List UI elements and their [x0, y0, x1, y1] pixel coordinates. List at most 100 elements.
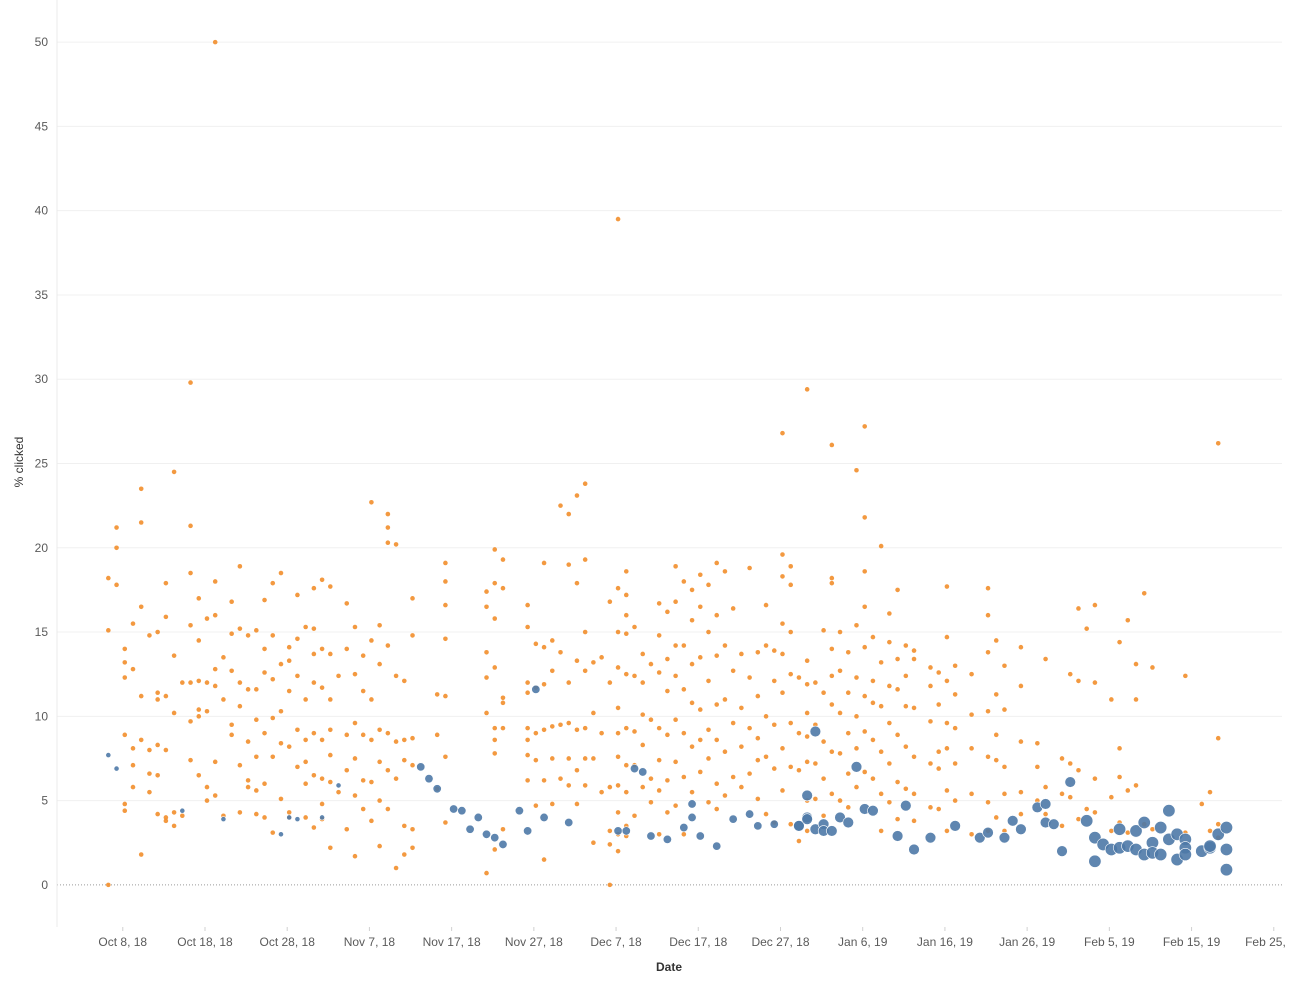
y-tick-label: 30 — [35, 372, 49, 386]
data-point — [204, 784, 210, 790]
data-point — [969, 671, 974, 677]
data-point — [1203, 839, 1217, 853]
data-point — [640, 712, 646, 717]
data-point — [393, 673, 399, 679]
data-point — [229, 668, 234, 674]
data-point — [615, 848, 621, 854]
data-point — [944, 584, 950, 589]
data-point — [492, 737, 498, 743]
data-point — [533, 757, 539, 763]
data-point — [895, 779, 900, 785]
data-point — [878, 660, 884, 665]
data-point — [303, 737, 308, 743]
data-point — [640, 680, 646, 685]
data-point — [640, 742, 646, 748]
data-point — [714, 653, 720, 658]
data-point — [484, 604, 489, 610]
data-point — [1043, 811, 1048, 817]
data-point — [821, 690, 826, 696]
data-point — [1207, 828, 1213, 834]
data-point — [952, 725, 958, 731]
data-point — [1056, 845, 1068, 857]
data-point — [443, 560, 448, 566]
data-point — [985, 649, 991, 655]
x-tick-label: Nov 27, 18 — [505, 935, 563, 949]
data-point — [566, 511, 572, 517]
data-point — [237, 680, 243, 685]
data-point — [484, 589, 489, 594]
data-point — [722, 749, 728, 755]
data-point — [286, 658, 292, 663]
data-point — [878, 828, 884, 834]
y-tick-label: 35 — [35, 288, 49, 302]
data-point — [262, 597, 267, 603]
data-point — [755, 649, 761, 655]
data-point — [566, 562, 572, 567]
data-point — [842, 816, 854, 829]
data-point — [891, 830, 904, 842]
data-point — [245, 739, 251, 744]
data-point — [829, 673, 835, 679]
data-point — [490, 833, 500, 843]
data-point — [640, 784, 646, 790]
data-point — [739, 705, 744, 711]
data-point — [385, 540, 391, 546]
data-point — [319, 814, 325, 821]
data-point — [911, 754, 917, 760]
y-tick-label: 40 — [35, 204, 49, 218]
data-point — [854, 467, 859, 473]
x-tick-label: Feb 15, 19 — [1163, 935, 1221, 949]
data-point — [591, 710, 596, 716]
data-point — [525, 624, 530, 630]
data-point — [286, 810, 292, 815]
data-point — [862, 424, 868, 429]
data-point — [928, 719, 933, 724]
data-point — [196, 678, 202, 684]
data-point — [566, 680, 572, 685]
data-point — [1219, 842, 1233, 856]
data-point — [591, 660, 596, 665]
data-point — [854, 623, 859, 628]
data-point — [385, 643, 391, 648]
data-point — [180, 680, 185, 685]
data-point — [1219, 821, 1233, 835]
data-point — [500, 725, 506, 731]
data-point — [155, 697, 160, 702]
data-point — [122, 660, 128, 665]
data-point — [393, 865, 399, 871]
data-point — [106, 882, 111, 888]
data-point — [974, 831, 986, 844]
data-point — [607, 680, 613, 685]
data-point — [788, 629, 794, 635]
data-point — [1183, 673, 1188, 679]
data-point — [138, 852, 144, 857]
data-point — [574, 493, 580, 498]
data-point — [286, 814, 293, 821]
data-point — [188, 523, 193, 529]
data-point — [630, 764, 640, 774]
data-point — [623, 725, 629, 731]
data-point — [130, 621, 136, 626]
data-point — [679, 823, 689, 833]
data-point — [599, 789, 604, 795]
data-point — [665, 778, 670, 783]
data-point — [147, 633, 152, 638]
data-point — [377, 661, 382, 667]
y-tick-label: 0 — [41, 878, 48, 892]
data-point — [1084, 806, 1089, 812]
data-point — [796, 838, 802, 844]
data-point — [689, 617, 695, 623]
data-point — [278, 570, 284, 576]
data-point — [887, 683, 892, 689]
data-point — [632, 813, 637, 819]
data-point — [613, 826, 623, 836]
data-point — [369, 638, 374, 643]
data-point — [895, 732, 900, 738]
data-point — [525, 680, 530, 685]
data-point — [525, 752, 530, 758]
data-point — [155, 629, 160, 635]
data-point — [591, 756, 596, 761]
data-point — [985, 754, 991, 760]
data-point — [130, 746, 136, 751]
data-point — [895, 587, 900, 593]
